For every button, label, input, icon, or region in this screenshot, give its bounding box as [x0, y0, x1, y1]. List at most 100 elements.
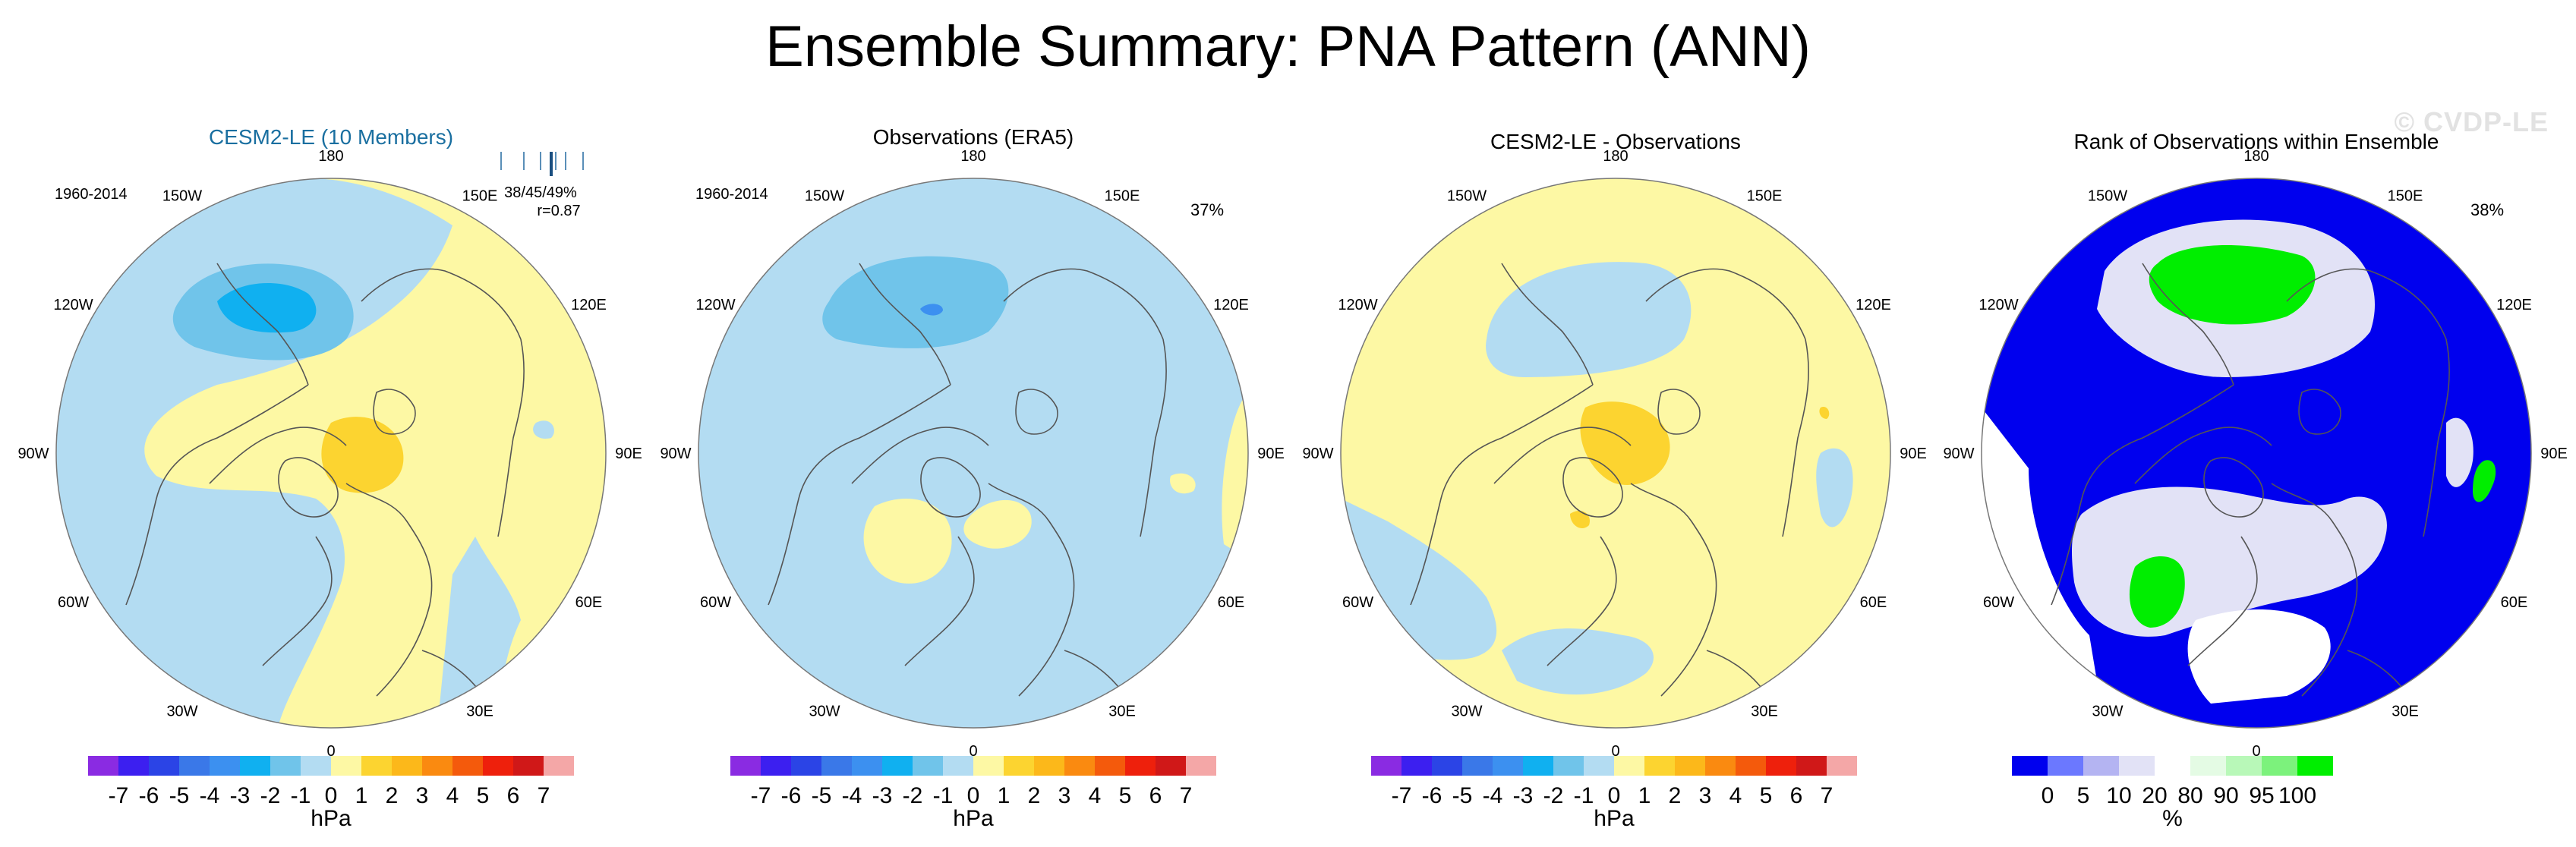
colorbar-swatch [210, 756, 240, 776]
colorbar-swatch [179, 756, 210, 776]
colorbar-tick-label: 5 [2077, 783, 2090, 808]
longitude-label: 30W [2092, 703, 2123, 719]
coastline-segment [1547, 536, 1617, 666]
colorbar-tick-label: 3 [1058, 783, 1071, 808]
colorbar-units: hPa [311, 806, 352, 831]
coastline-segment [1562, 457, 1623, 518]
colorbar-tick-label: 3 [416, 783, 429, 808]
colorbar-tick-label: 90 [2213, 783, 2238, 808]
coastline-segment [1645, 268, 1806, 340]
colorbar-tick-label: 7 [1821, 783, 1833, 808]
colorbar-swatch [821, 756, 852, 776]
colorbar-tick-label: 7 [1180, 783, 1193, 808]
colorbar-tick-label: -2 [260, 783, 281, 808]
colorbar-units: hPa [953, 806, 994, 831]
map-border [1340, 178, 1891, 729]
map-clip-group [698, 178, 1248, 728]
colorbar-swatch [1736, 756, 1766, 776]
longitude-label: 180 [960, 148, 985, 165]
colorbar-tick-label: 6 [1790, 783, 1803, 808]
colorbar-swatch [1705, 756, 1736, 776]
coastline-segment [1140, 338, 1167, 537]
colorbar-tick-label: 0 [325, 783, 338, 808]
percent-label: 38/45/49% [504, 184, 577, 201]
colorbar-tick-label: 3 [1699, 783, 1712, 808]
colorbar-swatch [118, 756, 149, 776]
colorbar-tick-label: 100 [2278, 783, 2316, 808]
colorbar-tick-label: 5 [477, 783, 490, 808]
colorbar-swatch [1034, 756, 1064, 776]
colorbar-swatch [1675, 756, 1705, 776]
colorbar-tick-label: -5 [812, 783, 832, 808]
longitude-label: 0 [1611, 743, 1619, 760]
coastline-segment [1501, 263, 1594, 386]
longitude-label: 90E [1900, 446, 1927, 462]
panel-title: CESM2-LE (10 Members) [209, 125, 453, 149]
coastline-segment [278, 457, 339, 518]
negative-region [533, 420, 554, 439]
longitude-label: 60E [1860, 594, 1887, 611]
correlation-label: r=0.87 [537, 203, 580, 219]
positive-region [1570, 510, 1590, 529]
colorbar-swatch [452, 756, 483, 776]
longitude-label: 30W [1451, 703, 1482, 719]
colorbar-tick-label: -3 [872, 783, 893, 808]
longitude-label: 30E [466, 703, 493, 719]
colorbar-tick-label: -4 [200, 783, 220, 808]
longitude-label: 180 [318, 148, 343, 165]
figure-title: Ensemble Summary: PNA Pattern (ANN) [765, 14, 1811, 79]
rank-region [2149, 245, 2316, 325]
longitude-label: 30E [1108, 703, 1136, 719]
colorbar-tick-label: -7 [109, 783, 129, 808]
positive-region [321, 417, 404, 493]
field-shapes [1982, 219, 2496, 704]
colorbar-swatch [1796, 756, 1827, 776]
longitude-label: 0 [969, 743, 977, 760]
colorbar-tick-label: 0 [2042, 783, 2054, 808]
longitude-label: 0 [2252, 743, 2260, 760]
coastline-segment [2423, 338, 2450, 537]
colorbar-tick-label: 0 [967, 783, 980, 808]
colorbar-swatch [2083, 756, 2119, 776]
colorbar-swatch [1371, 756, 1402, 776]
coastline-segment [125, 384, 309, 606]
colorbar-swatch [1523, 756, 1553, 776]
colorbar-tick-label: 1 [1638, 783, 1651, 808]
panel-title: Rank of Observations within Ensemble [2074, 130, 2439, 153]
colorbar-tick-label: 1 [998, 783, 1011, 808]
colorbar-swatch [882, 756, 913, 776]
colorbar-swatch [513, 756, 544, 776]
colorbar-swatch [2297, 756, 2333, 776]
longitude-label: 120W [53, 297, 93, 313]
longitude-label: 120W [1338, 297, 1377, 313]
longitude-label: 30E [2392, 703, 2419, 719]
colorbar-tick-label: 5 [1760, 783, 1773, 808]
colorbar-swatch [852, 756, 882, 776]
longitude-label: 150W [2088, 188, 2127, 205]
colorbar-swatch [1402, 756, 1432, 776]
longitude-label: 90E [2540, 446, 2568, 462]
coastline-segment [859, 263, 951, 386]
colorbar-swatch [1614, 756, 1644, 776]
coastline-segment [1003, 268, 1164, 340]
colorbar-tick-label: 80 [2177, 783, 2202, 808]
colorbar-tick-label: -5 [1452, 783, 1473, 808]
colorbar-swatch [730, 756, 761, 776]
coastline-segment [497, 338, 525, 537]
panel-title: CESM2-LE - Observations [1490, 130, 1741, 153]
coastline-segment [2187, 536, 2258, 666]
colorbar-tick-label: 2 [386, 783, 399, 808]
coastline-segment [1493, 427, 1632, 484]
longitude-label: 120E [1856, 297, 1891, 313]
colorbar-swatch [791, 756, 821, 776]
coastline-segment [373, 389, 416, 435]
colorbar-swatch [544, 756, 574, 776]
coastline-segment [361, 268, 522, 340]
colorbar-swatch [2048, 756, 2083, 776]
colorbar-swatch [1156, 756, 1186, 776]
colorbar-tick-label: -7 [1392, 783, 1412, 808]
longitude-label: 150E [462, 188, 498, 205]
colorbar-swatch [2262, 756, 2297, 776]
colorbar-swatch [1553, 756, 1584, 776]
